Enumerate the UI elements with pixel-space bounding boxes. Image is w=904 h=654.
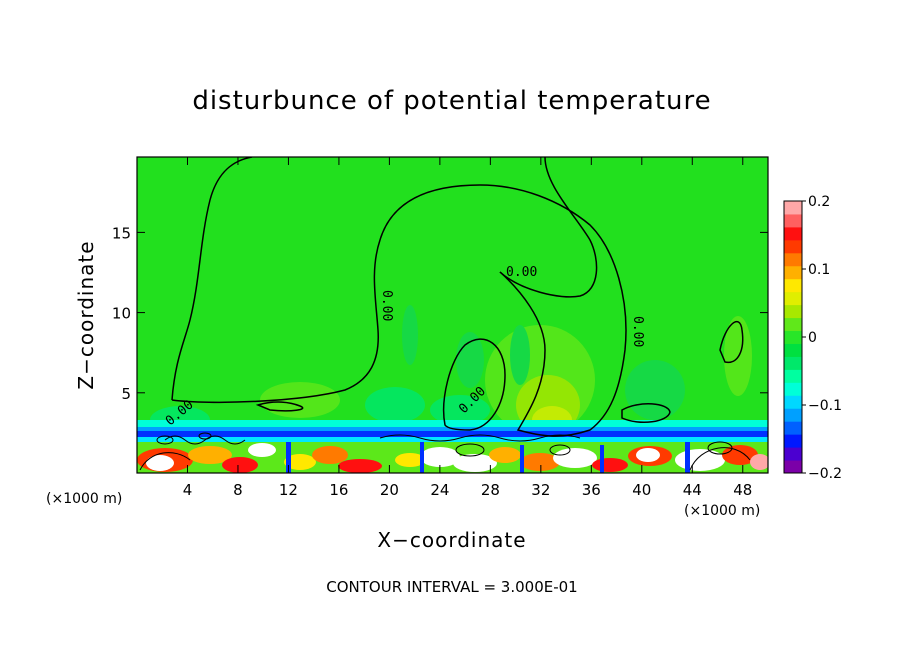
- colorbar-swatch: [784, 447, 802, 461]
- colorbar-tick-label: −0.2: [808, 466, 842, 482]
- colorbar-swatch: [784, 291, 802, 306]
- contour-label: 0.00: [506, 265, 537, 280]
- contour-label: 0.00: [630, 316, 645, 347]
- x-unit-label-left: (×1000 m): [46, 491, 123, 507]
- boundary-layer-eddies: [137, 442, 768, 473]
- colorbar-swatch: [784, 421, 802, 435]
- y-tick-label: 15: [112, 224, 131, 242]
- colorbar-tick-label: −0.1: [808, 398, 842, 414]
- x-unit-label-right: (×1000 m): [684, 503, 761, 519]
- colorbar-swatch: [784, 330, 802, 344]
- x-tick-label: 12: [279, 481, 298, 499]
- colorbar-tick-label: 0.1: [808, 262, 830, 278]
- contour-lines: [171, 157, 744, 437]
- x-tick-label: 4: [183, 481, 193, 499]
- chart-title: disturbunce of potential temperature: [192, 86, 712, 116]
- x-tick-label: 44: [683, 481, 702, 499]
- colorbar-swatch: [784, 239, 802, 254]
- band-blue: [137, 431, 768, 437]
- colorbar-swatch: [784, 278, 802, 293]
- colorbar-tick-label: 0: [808, 330, 817, 346]
- colorbar-swatch: [784, 434, 802, 448]
- contour-interval-note: CONTOUR INTERVAL = 3.000E-01: [326, 578, 578, 596]
- colorbar-swatch: [784, 356, 802, 370]
- colorbar-swatch: [784, 369, 802, 383]
- colorbar-swatch: [784, 395, 802, 409]
- contour-labels: 0.00 0.00 0.00 0.00 0.00: [163, 265, 645, 429]
- colorbar-swatch: [784, 460, 802, 474]
- colorbar: 0.2 0.1 0 −0.1 −0.2: [783, 194, 842, 482]
- colorbar-swatch: [784, 252, 802, 267]
- colorbar-swatch: [784, 304, 802, 319]
- x-axis-label: X−coordinate: [377, 528, 527, 552]
- x-axis: 4 8 12 16 20 24 28 32 36 40 44 48: [183, 157, 752, 499]
- colorbar-swatch: [784, 317, 802, 332]
- colorbar-swatch: [784, 213, 802, 228]
- band-lightblue: [137, 427, 768, 434]
- colorbar-swatch: [784, 408, 802, 422]
- y-axis: 5 10 15: [112, 224, 768, 403]
- y-axis-label: Z−coordinate: [74, 240, 98, 390]
- x-tick-label: 32: [531, 481, 550, 499]
- x-tick-label: 24: [430, 481, 449, 499]
- colorbar-swatch: [784, 226, 802, 241]
- band-cyan: [137, 420, 768, 430]
- x-tick-label: 8: [233, 481, 243, 499]
- colorbar-swatch: [784, 265, 802, 280]
- x-tick-label: 16: [329, 481, 348, 499]
- plot-frame: [136, 156, 769, 474]
- boundary-contours: [139, 432, 751, 471]
- colorbar-swatch: [784, 201, 802, 215]
- x-tick-label: 36: [582, 481, 601, 499]
- colorbar-swatch: [784, 382, 802, 396]
- y-tick-label: 5: [121, 385, 131, 403]
- x-tick-label: 28: [481, 481, 500, 499]
- x-tick-label: 40: [632, 481, 651, 499]
- colorbar-tick-label: 0.2: [808, 194, 830, 210]
- x-tick-label: 20: [380, 481, 399, 499]
- x-tick-label: 48: [733, 481, 752, 499]
- colorbar-swatch: [784, 343, 802, 357]
- y-tick-label: 10: [112, 305, 131, 323]
- contour-label: 0.00: [379, 290, 394, 321]
